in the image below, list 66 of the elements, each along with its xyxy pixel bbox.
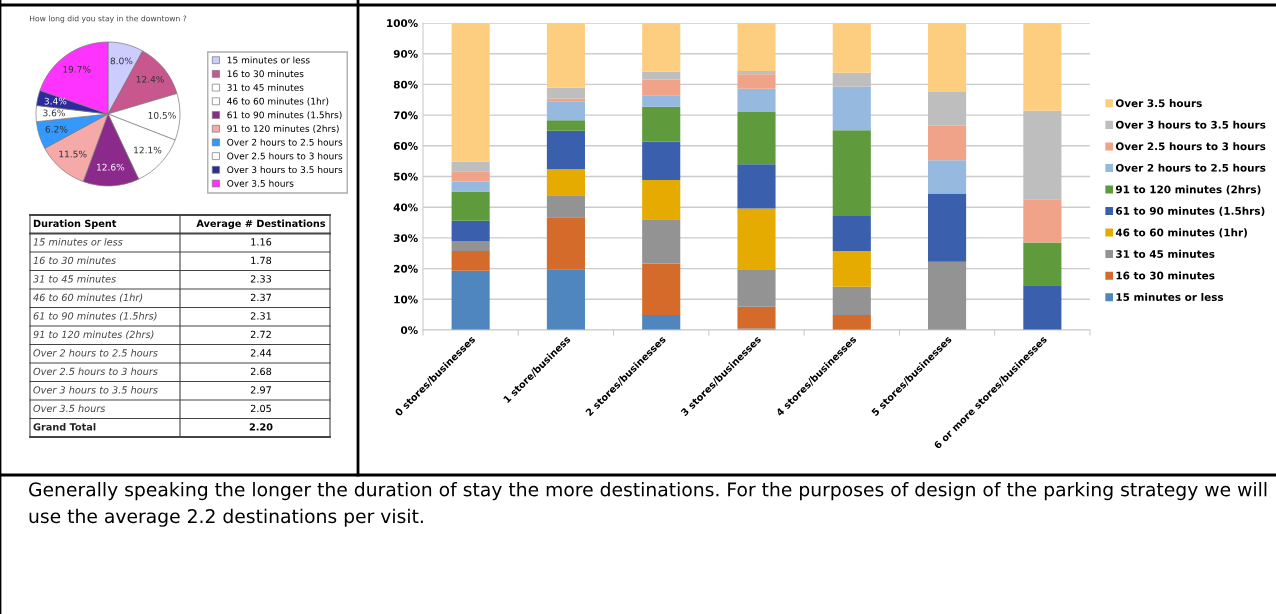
y-tick-label: 100% [387,19,418,28]
text: 2.44 [250,349,272,357]
data-label: 8.0% [110,57,133,65]
category-label: Over 3 hours to 3.5 hours [33,386,158,394]
y-tick-label: 20% [394,264,418,273]
category-label: 16 to 30 minutes [33,256,116,265]
y-tick-label: 10% [394,295,418,304]
legend-label: 31 to 45 minutes [1116,249,1215,258]
data-label: 6.2% [45,125,68,133]
legend-label: Over 2.5 hours to 3 hours [227,152,343,160]
category-label: Over 2 hours to 2.5 hours [33,349,158,357]
legend-label: Over 3 hours to 3.5 hours [1115,120,1266,129]
legend-label: 15 minutes or less [1116,292,1224,302]
data-label: 12.1% [134,146,162,154]
text: 1.78 [251,256,272,265]
data-label: 12.6% [97,163,125,171]
data-label: 3.6% [43,109,65,117]
y-tick-label: 50% [394,172,418,181]
text: 2.20 [249,423,273,431]
legend-label: 31 to 45 minutes [227,83,304,91]
category-label: Over 3.5 hours [33,404,106,413]
text: 2.72 [250,330,271,338]
category-label: Over 2.5 hours to 3 hours [33,367,158,376]
y-tick-label: 0% [400,326,418,335]
legend-label: 46 to 60 minutes (1hr) [227,97,329,106]
legend-label: 16 to 30 minutes [1116,271,1215,280]
category-label: 91 to 120 minutes (2hrs) [33,330,154,340]
legend-label: Over 2 hours to 2.5 hours [1115,163,1266,172]
legend-label: 46 to 60 minutes (1hr) [1115,228,1247,238]
legend-label: 16 to 30 minutes [227,70,304,78]
legend-label: 91 to 120 minutes (2hrs) [227,124,339,134]
data-label: 12.4% [136,75,164,83]
legend-label: Over 3 hours to 3.5 hours [227,166,343,174]
legend-label: 61 to 90 minutes (1.5hrs) [227,111,342,120]
text: 2.33 [250,275,272,283]
text: 2.05 [250,404,271,413]
data-label: 11.5% [59,150,87,158]
y-tick-label: 80% [393,80,418,89]
legend-label: 61 to 90 minutes (1.5hrs) [1116,206,1265,217]
y-tick-label: 40% [393,203,418,212]
data-label: 19.7% [63,65,91,73]
legend-label: Over 2.5 hours to 3 hours [1115,142,1266,151]
text: Duration Spent [33,219,117,229]
data-label: 3.4% [44,97,67,105]
y-tick-label: 90% [393,49,418,58]
legend-label: 91 to 120 minutes (2hrs) [1115,185,1261,195]
legend-label: Over 3.5 hours [1115,99,1202,108]
legend-label: Over 2 hours to 2.5 hours [227,138,343,146]
category-label: 31 to 45 minutes [33,275,116,283]
category-label: 46 to 60 minutes (1hr) [33,293,143,303]
legend-label: 15 minutes or less [227,56,310,64]
text: Generally speaking the longer the duration of stay the more destinations. For the purposes of design of the parking strategy we will use the average 2.2 destinations per visit. [29,482,1267,527]
data-label: 10.5% [148,112,176,119]
legend-label: Over 3.5 hours [227,179,294,187]
category-label: 61 to 90 minutes (1.5hrs) [33,312,157,321]
text: 2.97 [250,386,271,394]
category-label: 15 minutes or less [33,238,123,246]
text: 2.68 [250,367,272,376]
y-tick-label: 70% [393,111,418,120]
y-tick-label: 60% [393,142,418,150]
text: 2.31 [250,312,271,320]
text: 2.37 [250,293,271,302]
text: Average # Destinations [196,219,326,229]
y-tick-label: 30% [393,234,418,243]
category-label: Grand Total [33,423,96,431]
text: 1.16 [251,238,272,246]
